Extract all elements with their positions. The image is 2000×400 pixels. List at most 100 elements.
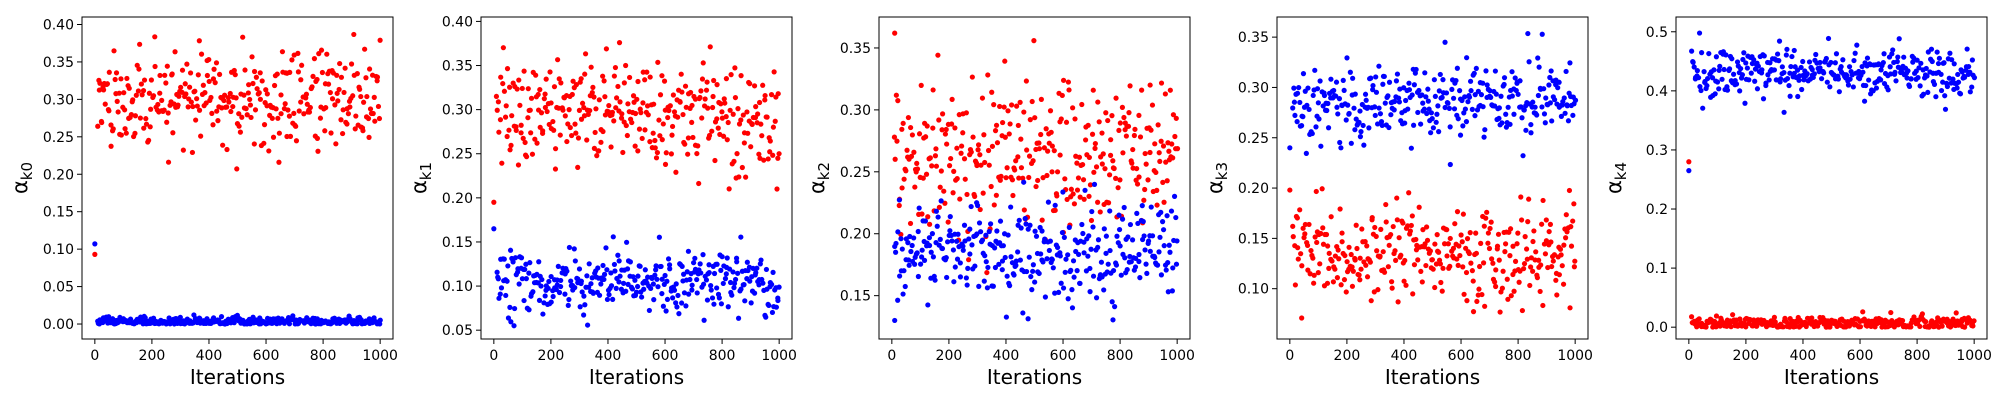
- data-point: [578, 116, 585, 122]
- data-point: [972, 193, 978, 199]
- data-point: [1333, 93, 1339, 99]
- data-point: [623, 288, 629, 294]
- data-point: [930, 87, 936, 93]
- data-point: [200, 82, 206, 88]
- data-point: [1386, 124, 1392, 131]
- data-point: [1852, 50, 1858, 56]
- data-point: [722, 100, 728, 106]
- data-point: [1518, 217, 1525, 223]
- data-point: [1789, 53, 1795, 60]
- x-tick-label: 1000: [362, 348, 398, 364]
- data-point: [1844, 72, 1850, 79]
- data-point: [1761, 53, 1767, 59]
- data-point: [1503, 124, 1510, 130]
- data-point: [1526, 196, 1532, 202]
- data-point: [1361, 142, 1367, 148]
- data-point: [1519, 307, 1525, 314]
- data-point: [592, 129, 598, 136]
- data-point: [250, 80, 256, 87]
- data-point: [536, 259, 542, 265]
- data-point: [211, 66, 217, 72]
- data-point: [194, 103, 200, 109]
- data-point: [1341, 87, 1347, 94]
- data-point: [925, 214, 931, 220]
- data-point: [680, 111, 686, 118]
- data-point: [295, 69, 302, 75]
- data-point: [491, 199, 497, 205]
- data-point: [954, 145, 960, 151]
- data-point: [714, 116, 720, 122]
- data-point: [1446, 105, 1452, 112]
- data-point: [1919, 311, 1925, 317]
- data-point: [652, 137, 658, 144]
- data-point: [1027, 222, 1033, 228]
- data-point: [1029, 287, 1035, 293]
- x-tick-label: 600: [1847, 348, 1874, 364]
- data-point: [1113, 175, 1119, 181]
- data-point: [710, 93, 716, 100]
- data-point: [1164, 213, 1170, 219]
- data-point: [162, 72, 168, 78]
- data-point: [1493, 91, 1499, 97]
- panel-2: 0 200 400 600 800 10000.050.100.150.200.250.3…: [407, 14, 797, 389]
- data-point: [1697, 84, 1703, 90]
- data-point: [1362, 238, 1368, 245]
- data-point: [1027, 117, 1033, 123]
- data-point: [220, 142, 226, 148]
- data-point: [1335, 111, 1341, 117]
- data-point: [1420, 227, 1426, 233]
- data-point: [523, 276, 529, 282]
- series-2: [1686, 159, 1977, 330]
- data-point: [1367, 259, 1373, 265]
- data-point: [1356, 272, 1362, 278]
- data-point: [697, 94, 703, 101]
- data-point: [1159, 219, 1166, 225]
- panel-3: 0 200 400 600 800 10000.150.200.250.300.35Ite…: [805, 16, 1195, 389]
- data-point: [915, 273, 921, 280]
- data-point: [983, 259, 989, 265]
- data-point: [1698, 87, 1704, 94]
- data-point: [938, 198, 944, 204]
- data-point: [679, 263, 685, 270]
- data-point: [639, 294, 645, 300]
- data-point: [944, 141, 950, 147]
- data-point: [645, 112, 651, 118]
- data-point: [1461, 291, 1467, 297]
- data-point: [648, 285, 654, 292]
- y-tick-label: 0.35: [442, 59, 473, 75]
- data-point: [338, 74, 345, 80]
- x-tick-label: 800: [1107, 348, 1134, 364]
- data-point: [1570, 218, 1576, 224]
- data-point: [1563, 212, 1569, 218]
- data-point: [1157, 158, 1163, 165]
- data-point: [544, 108, 550, 115]
- data-point: [1809, 66, 1815, 73]
- data-point: [640, 100, 646, 106]
- data-point: [775, 297, 781, 304]
- x-tick-label: 200: [1733, 348, 1760, 364]
- data-point: [1147, 248, 1153, 254]
- data-point: [1393, 257, 1399, 263]
- data-point: [1724, 87, 1731, 93]
- data-point: [1294, 90, 1301, 96]
- data-point: [1060, 285, 1067, 291]
- data-point: [1749, 60, 1755, 67]
- data-point: [1386, 242, 1392, 248]
- data-point: [291, 110, 297, 116]
- data-point: [1846, 64, 1853, 70]
- data-point: [1357, 277, 1363, 283]
- data-point: [1314, 86, 1321, 92]
- x-tick-label: 200: [538, 348, 565, 364]
- data-point: [1524, 256, 1530, 262]
- data-point: [996, 261, 1002, 267]
- data-point: [1473, 65, 1479, 72]
- data-point: [354, 71, 360, 77]
- data-point: [1696, 316, 1702, 322]
- data-point: [1791, 70, 1797, 76]
- data-point: [1709, 75, 1716, 81]
- data-point: [276, 130, 282, 136]
- data-point: [1512, 258, 1519, 264]
- data-point: [681, 290, 688, 296]
- data-point: [1136, 251, 1142, 258]
- data-point: [1699, 50, 1705, 56]
